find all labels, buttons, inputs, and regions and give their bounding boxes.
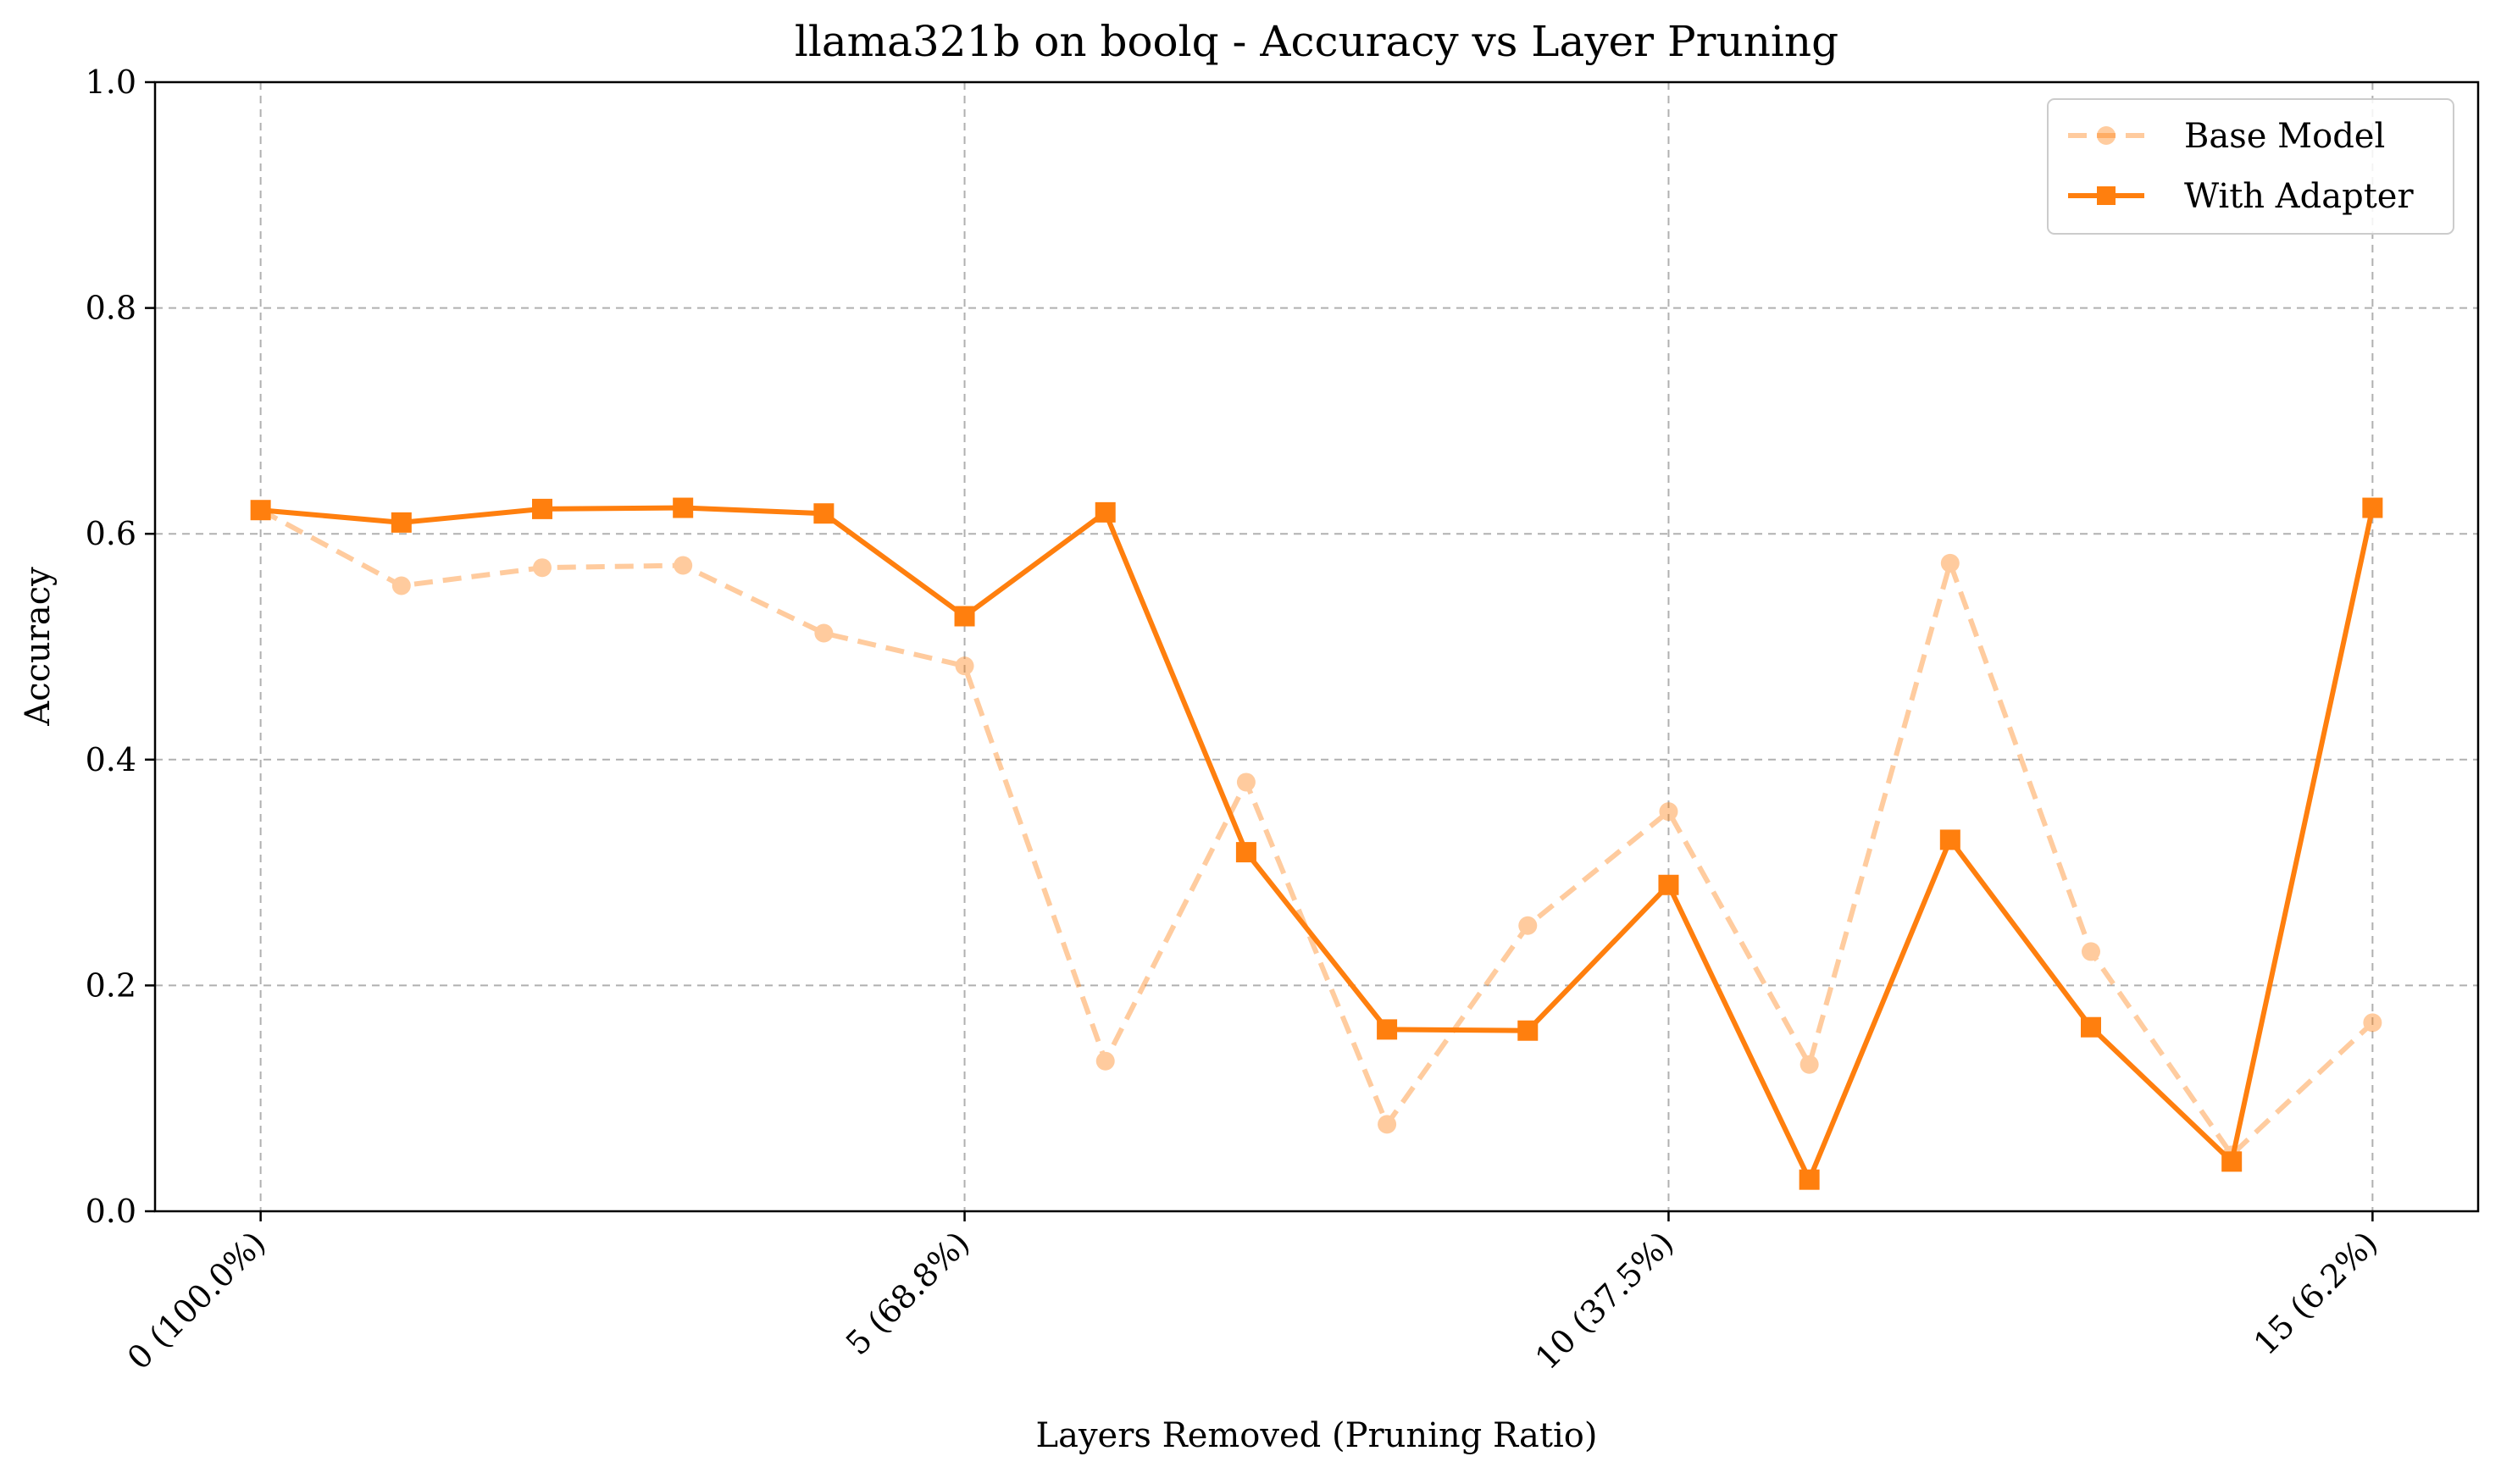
data-point-base-model — [2082, 942, 2100, 961]
y-tick-label: 0.4 — [86, 741, 136, 778]
data-point-base-model — [1095, 1051, 1115, 1071]
data-point-base-model — [1236, 772, 1256, 792]
legend-label-with-adapter: With Adapter — [2184, 177, 2414, 216]
data-point-with-adapter — [1658, 874, 1679, 895]
data-point-base-model — [955, 656, 974, 676]
x-axis-label: Layers Removed (Pruning Ratio) — [1036, 1416, 1598, 1455]
data-point-with-adapter — [1799, 1169, 1820, 1190]
legend: Base Model With Adapter — [2047, 98, 2454, 235]
data-point-base-model — [391, 576, 411, 595]
data-point-with-adapter — [813, 503, 835, 524]
data-point-with-adapter — [954, 606, 975, 627]
series-line-base-model — [259, 507, 2375, 1158]
series-line-with-adapter — [260, 505, 2376, 1182]
data-point-with-adapter — [391, 512, 412, 533]
data-point-with-adapter — [2362, 497, 2383, 518]
y-tick-label: 0.6 — [86, 515, 136, 552]
data-point-base-model — [1659, 802, 1678, 822]
y-axis-label: Accuracy — [19, 567, 58, 727]
data-point-base-model — [1518, 916, 1538, 935]
y-tick-label: 1.0 — [86, 64, 136, 101]
series-layer — [250, 497, 2383, 1190]
data-point-base-model — [533, 558, 552, 578]
data-point-with-adapter — [250, 500, 271, 521]
data-point-base-model — [674, 556, 693, 575]
y-tick-label: 0.0 — [86, 1193, 136, 1230]
data-point-with-adapter — [1095, 501, 1116, 523]
data-point-with-adapter — [2081, 1016, 2101, 1038]
data-point-base-model — [2363, 1013, 2382, 1033]
data-point-with-adapter — [2221, 1151, 2243, 1172]
data-point-base-model — [814, 623, 834, 643]
data-point-base-model — [1378, 1115, 1397, 1134]
data-point-base-model — [1800, 1055, 1819, 1074]
data-point-with-adapter — [1377, 1019, 1398, 1040]
data-point-with-adapter — [673, 497, 694, 518]
data-point-with-adapter — [1517, 1020, 1539, 1041]
series-with-adapter — [250, 497, 2383, 1190]
y-tick-label: 0.8 — [86, 290, 136, 327]
y-tick-label: 0.2 — [86, 966, 136, 1004]
data-point-with-adapter — [532, 498, 552, 519]
series-base-model — [251, 501, 2382, 1165]
data-point-with-adapter — [1235, 842, 1256, 863]
legend-marker-with-adapter — [2097, 186, 2116, 205]
legend-label-base-model: Base Model — [2184, 117, 2385, 156]
data-point-base-model — [1940, 553, 1960, 573]
chart-title: llama321b on boolq - Accuracy vs Layer P… — [795, 17, 1838, 66]
plot-frame — [153, 80, 2480, 1213]
legend-marker-base-model — [2097, 126, 2116, 145]
legend-box — [2047, 98, 2454, 235]
data-point-with-adapter — [1939, 829, 1960, 850]
